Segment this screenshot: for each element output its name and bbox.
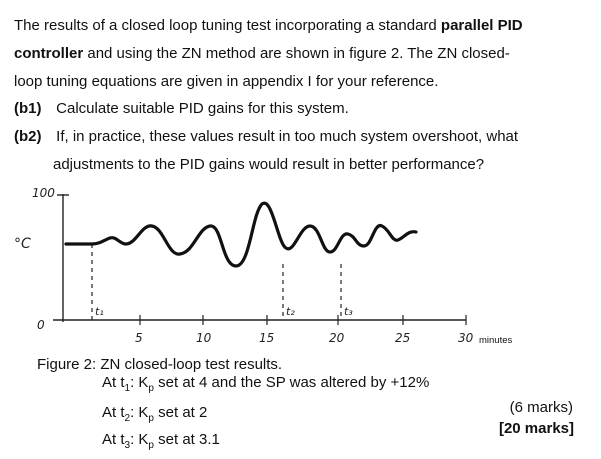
question-label: (b2) [14,128,42,145]
note-subscript: p [148,440,154,451]
response-curve [64,201,418,268]
note-text: set at 4 and the SP was altered by +12% [153,374,430,391]
question-b2-continued: adjustments to the PID gains would resul… [53,156,485,173]
figure-note-t3: At t3: Kp set at 3.1 [102,431,220,451]
x-tick-label: 25 [395,331,410,345]
question-text: If, in practice, these values result in … [56,128,519,145]
note-text: : K [130,404,149,421]
intro-line-3: loop tuning equations are given in appen… [14,73,439,90]
question-label: (b1) [14,100,42,117]
intro-line-1: The results of a closed loop tuning test… [14,12,589,40]
note-subscript: p [148,383,154,394]
note-subscript: p [148,413,154,424]
x-tick-label: 15 [259,331,274,345]
intro-bold-term: controller [14,45,84,62]
closed-loop-test-figure: 100 °C 0 5 10 15 20 25 30 minutes t₁ t₂ … [14,186,513,346]
intro-text: and using the ZN method are shown in fig… [83,45,510,62]
note-text: set at 3.1 [153,431,220,448]
intro-line-2: controller and using the ZN method are s… [14,40,589,68]
question-b1: (b1) Calculate suitable PID gains for th… [14,95,349,123]
figure-caption: Figure 2: ZN closed-loop test results. [37,356,283,373]
x-tick-label: 5 [135,331,143,345]
marker-label-t2: t₂ [286,305,295,318]
question-text: Calculate suitable PID gains for this sy… [56,100,349,117]
y-top-label: 100 [32,186,55,200]
note-text: : K [130,374,149,391]
note-subscript: 2 [124,413,131,424]
y-zero-label: 0 [37,318,45,332]
figure-note-t2: At t2: Kp set at 2 [102,404,207,424]
x-tick-label: 30 [458,331,474,345]
marker-label-t3: t₃ [344,305,353,318]
note-subscript: 3 [124,440,131,451]
x-tick-label: 10 [196,331,212,345]
marker-label-t1: t₁ [95,305,104,318]
note-text: At t [102,404,125,421]
marks-part: (6 marks) [509,399,573,416]
intro-bold-term: parallel PID [440,17,523,34]
intro-text: The results of a closed loop tuning test… [14,17,441,34]
question-b2: (b2) If, in practice, these values resul… [14,123,518,151]
intro-paragraph: The results of a closed loop tuning test… [14,12,589,96]
figure-note-t1: At t1: Kp set at 4 and the SP was altere… [102,374,429,394]
note-text: : K [130,431,149,448]
note-text: set at 2 [153,404,208,421]
x-unit-label: minutes [479,335,513,346]
note-subscript: 1 [124,383,131,394]
note-text: At t [102,431,125,448]
note-text: At t [102,374,125,391]
x-tick-label: 20 [329,331,345,345]
marks-total: [20 marks] [498,420,574,437]
y-unit-label: °C [14,236,31,252]
